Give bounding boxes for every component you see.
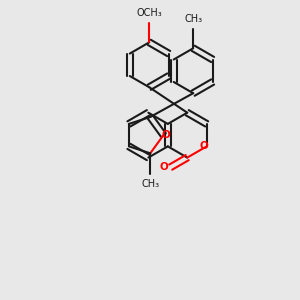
Text: O: O: [162, 130, 170, 140]
Text: O: O: [160, 162, 169, 172]
Text: O: O: [199, 141, 208, 152]
Text: OCH₃: OCH₃: [136, 8, 162, 18]
Text: CH₃: CH₃: [141, 179, 159, 190]
Text: CH₃: CH₃: [184, 14, 202, 24]
